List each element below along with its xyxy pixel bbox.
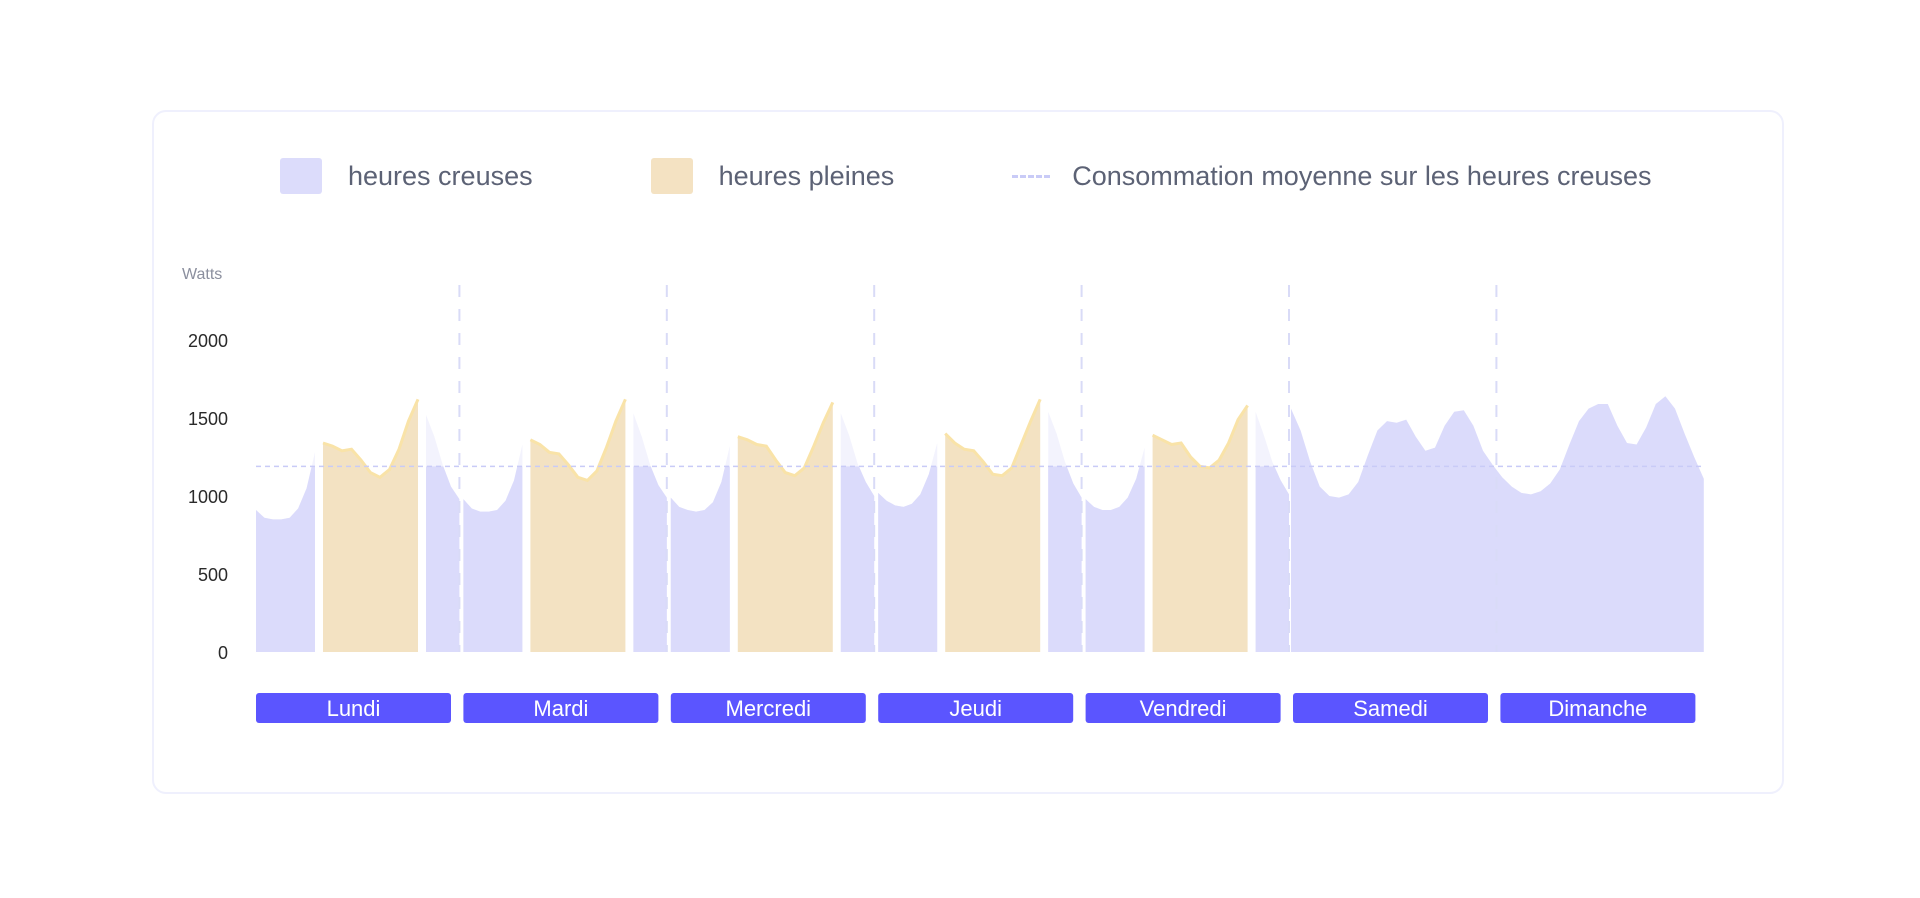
pleines-edge-lundi [322,398,420,480]
day-badge-jeudi [878,693,1074,723]
pleines-edge-mardi [529,398,627,483]
legend: heures creuses heures pleines Consommati… [280,156,1652,196]
day-badge-lundi [256,693,451,723]
day-label-vendredi: Vendredi [1140,696,1227,721]
pleines-edge-jeudi [944,398,1042,478]
day-label-mercredi: Mercredi [726,696,812,721]
y-tick-label-0: 0 [218,643,228,663]
day-badge-mardi [463,693,659,723]
creuses-nuit-area-jeudi [878,466,938,652]
creuses-soir-area-lundi [426,466,460,652]
legend-item-heures-creuses: heures creuses [280,158,533,194]
pleines-area-mercredi [737,402,833,652]
day-badge-samedi [1293,693,1488,723]
pleines-edge-mercredi [737,401,835,478]
creuses-nuit-area-vendredi [1085,466,1145,652]
moyenne-label: Consommation moyenne sur les heures creu… [1072,160,1652,191]
moyenne-dashed-swatch [1012,174,1051,178]
creuses-soir-area-mercredi [840,466,875,652]
legend-item-moyenne: Consommation moyenne sur les heures creu… [1012,160,1652,192]
y-axis-unit-label: Watts [182,266,222,283]
y-tick-label-1500: 1500 [188,409,228,429]
day-label-lundi: Lundi [327,696,381,721]
day-badge-vendredi [1085,693,1281,723]
creuses-soir-area-mardi [633,466,667,652]
day-badge-mercredi [670,693,866,723]
day-label-dimanche: Dimanche [1548,696,1647,721]
legend-item-heures-pleines: heures pleines [650,158,895,194]
heures-pleines-label: heures pleines [718,160,895,191]
pleines-edge-vendredi [1151,404,1249,470]
pleines-area-jeudi [945,399,1041,652]
creuses-area-weekend [1291,396,1704,652]
creuses-nuit-area-lundi [256,466,315,652]
day-label-jeudi: Jeudi [949,696,1002,721]
y-tick-label-2000: 2000 [188,331,228,351]
y-tick-label-500: 500 [198,565,228,585]
day-label-samedi: Samedi [1353,696,1428,721]
y-tick-label-1000: 1000 [188,487,228,507]
day-badge-dimanche [1500,693,1696,723]
creuses-soir-area-jeudi [1048,466,1082,652]
heures-creuses-label: heures creuses [348,160,533,191]
day-label-mardi: Mardi [533,696,588,721]
creuses-nuit-area-mardi [463,466,523,652]
heures-pleines-swatch [650,158,693,194]
creuses-soir-area-vendredi [1255,466,1289,652]
heures-creuses-swatch [280,158,322,194]
pleines-area-vendredi [1152,405,1248,652]
creuses-nuit-area-mercredi [670,466,730,652]
